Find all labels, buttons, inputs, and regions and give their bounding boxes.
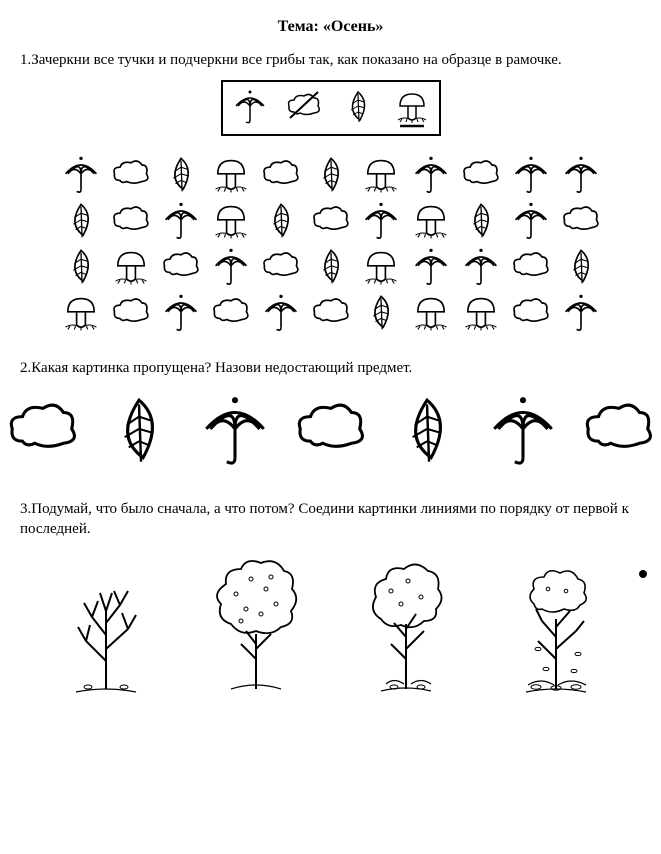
cloud-icon (459, 154, 503, 198)
leaf-icon (59, 200, 103, 244)
umbrella-icon (509, 154, 553, 198)
task3-text: 3.Подумай, что было сначала, а что потом… (20, 499, 641, 540)
umbrella-icon (259, 292, 303, 336)
tree-half-icon (341, 549, 471, 699)
umbrella-icon (459, 246, 503, 290)
mushroom-icon (209, 154, 253, 198)
page-title: Тема: «Осень» (20, 18, 641, 36)
leaf-icon (459, 200, 503, 244)
leaf-icon (359, 292, 403, 336)
cloud-icon (259, 246, 303, 290)
tree-row (20, 549, 641, 699)
umbrella-icon (409, 154, 453, 198)
umbrella-icon (228, 86, 272, 130)
mushroom-icon (359, 154, 403, 198)
cloud-icon (509, 246, 553, 290)
mushroom-underlined-icon (390, 86, 434, 130)
mushroom-icon (59, 292, 103, 336)
umbrella-icon (559, 292, 603, 336)
task1-text: 1.Зачеркни все тучки и подчеркни все гри… (20, 50, 641, 70)
cloud-icon (578, 391, 660, 475)
mushroom-icon (209, 200, 253, 244)
tree-falling-icon (491, 549, 621, 699)
umbrella-icon (159, 200, 203, 244)
icon-grid (20, 154, 641, 336)
cloud-icon (159, 246, 203, 290)
cloud-icon (109, 154, 153, 198)
mushroom-icon (459, 292, 503, 336)
cloud-icon (290, 391, 372, 475)
umbrella-icon (482, 391, 564, 475)
leaf-icon (309, 154, 353, 198)
leaf-icon (159, 154, 203, 198)
tree-bare-icon (41, 549, 171, 699)
umbrella-icon (409, 246, 453, 290)
cloud-icon (309, 200, 353, 244)
leaf-icon (59, 246, 103, 290)
grid-row (59, 200, 603, 244)
cloud-icon (559, 200, 603, 244)
cloud-icon (109, 292, 153, 336)
decorative-dot (639, 570, 647, 578)
cloud-icon (2, 391, 84, 475)
grid-row (59, 292, 603, 336)
umbrella-icon (59, 154, 103, 198)
umbrella-icon (209, 246, 253, 290)
leaf-icon (309, 246, 353, 290)
umbrella-icon (159, 292, 203, 336)
grid-row (59, 246, 603, 290)
umbrella-icon (559, 154, 603, 198)
mushroom-icon (109, 246, 153, 290)
mushroom-icon (409, 200, 453, 244)
cloud-icon (259, 154, 303, 198)
umbrella-icon (359, 200, 403, 244)
cloud-icon (209, 292, 253, 336)
task2-text: 2.Какая картинка пропущена? Назови недос… (20, 358, 641, 378)
grid-row (59, 154, 603, 198)
cloud-icon (309, 292, 353, 336)
leaf-icon (386, 391, 468, 475)
tree-full-icon (191, 549, 321, 699)
leaf-icon (259, 200, 303, 244)
mushroom-icon (359, 246, 403, 290)
cloud-icon (109, 200, 153, 244)
umbrella-icon (509, 200, 553, 244)
leaf-icon (98, 391, 180, 475)
example-box (221, 80, 441, 136)
umbrella-icon (194, 391, 276, 475)
cloud-crossed-icon (282, 86, 326, 130)
sequence-row (20, 391, 641, 475)
leaf-icon (336, 86, 380, 130)
mushroom-icon (409, 292, 453, 336)
cloud-icon (509, 292, 553, 336)
leaf-icon (559, 246, 603, 290)
